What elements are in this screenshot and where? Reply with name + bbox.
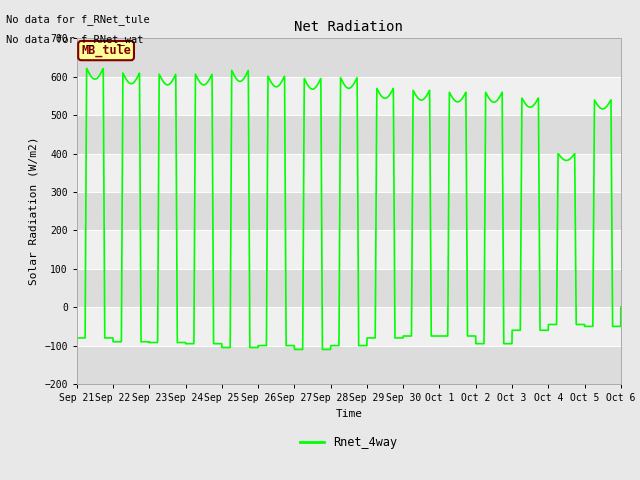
Bar bbox=[77, 307, 621, 346]
Bar bbox=[77, 269, 621, 307]
Bar bbox=[77, 77, 621, 115]
Bar bbox=[77, 346, 621, 384]
Text: No data for f_RNet_wat: No data for f_RNet_wat bbox=[6, 34, 144, 45]
Text: No data for f_RNet_tule: No data for f_RNet_tule bbox=[6, 14, 150, 25]
Bar bbox=[77, 192, 621, 230]
Legend: Rnet_4way: Rnet_4way bbox=[296, 432, 402, 454]
Text: MB_tule: MB_tule bbox=[81, 44, 131, 57]
Bar bbox=[77, 154, 621, 192]
Title: Net Radiation: Net Radiation bbox=[294, 21, 403, 35]
Bar bbox=[77, 38, 621, 77]
Bar bbox=[77, 230, 621, 269]
Y-axis label: Solar Radiation (W/m2): Solar Radiation (W/m2) bbox=[29, 137, 38, 286]
X-axis label: Time: Time bbox=[335, 408, 362, 419]
Bar bbox=[77, 115, 621, 154]
